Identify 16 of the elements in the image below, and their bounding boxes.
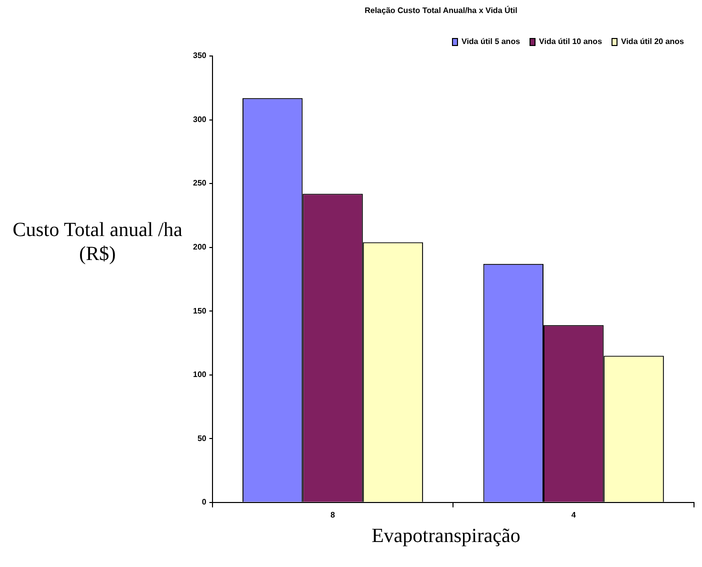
legend-label: Vida útil 5 anos xyxy=(461,37,521,46)
y-tick-label: 300 xyxy=(192,114,207,124)
y-axis-title: Custo Total anual /ha (R$) xyxy=(12,218,184,266)
x-axis-title: Evapotranspiração xyxy=(370,525,522,548)
y-tick-label: 250 xyxy=(192,178,207,188)
legend-label: Vida útil 10 anos xyxy=(539,37,603,46)
y-tick-label: 100 xyxy=(192,370,207,380)
x-tick-label: 8 xyxy=(330,510,336,520)
legend-label: Vida útil 20 anos xyxy=(621,37,685,46)
y-tick-label: 200 xyxy=(192,242,207,252)
y-tick-label: 0 xyxy=(202,498,207,507)
x-tick-label: 4 xyxy=(571,510,576,520)
y-tick-label: 150 xyxy=(192,306,207,316)
y-tick-label: 50 xyxy=(197,434,207,443)
y-tick-label: 350 xyxy=(192,51,207,60)
chart-title: Relação Custo Total Anual/ha x Vida Útil xyxy=(364,6,518,15)
